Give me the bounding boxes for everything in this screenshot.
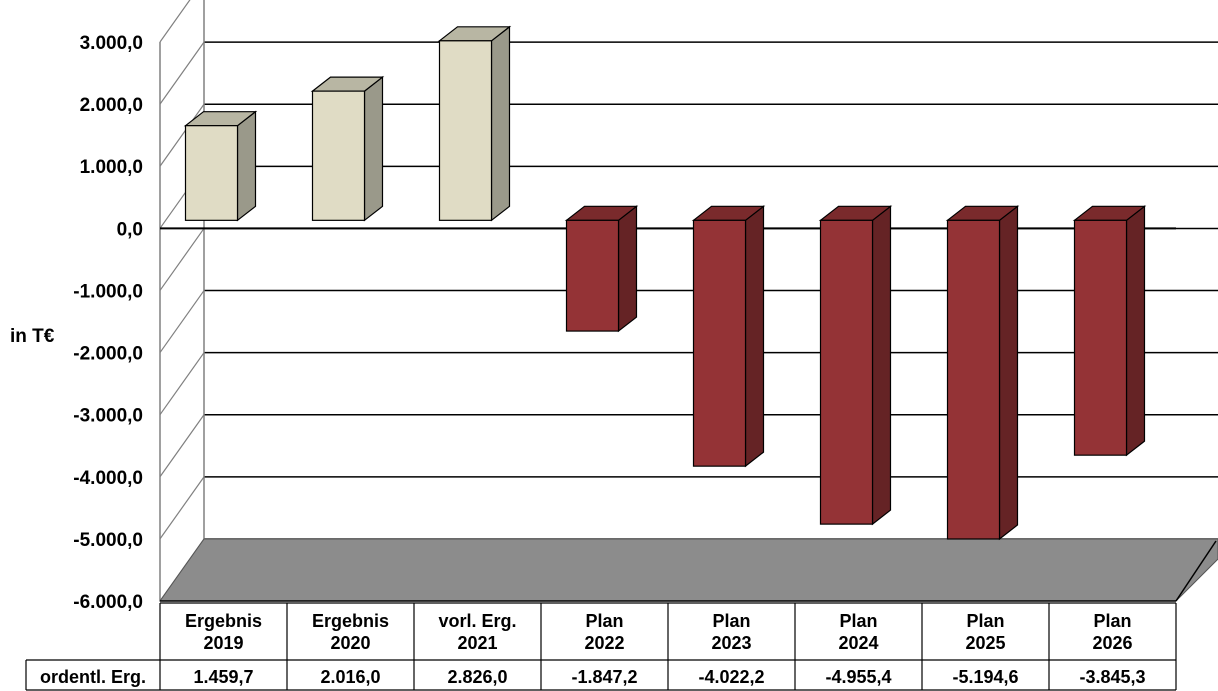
bar-front-3: [565, 219, 620, 332]
bar-5: [818, 205, 893, 526]
bar-1: [310, 75, 385, 222]
category-label-4-1: 2023: [711, 633, 751, 653]
bar-side-5: [871, 205, 892, 526]
y-tick-label-1: 2.000,0: [80, 95, 143, 116]
chart-floor: [159, 538, 1218, 602]
category-label-6-0: Plan: [966, 611, 1004, 631]
bar-side-1: [363, 75, 384, 222]
data-label-7: -3.845,3: [1079, 667, 1145, 687]
category-label-7-0: Plan: [1093, 611, 1131, 631]
data-label-5: -4.955,4: [825, 667, 891, 687]
y-tick-label-5: -2.000,0: [73, 344, 143, 365]
category-label-5-1: 2024: [838, 633, 878, 653]
data-label-2: 2.826,0: [447, 667, 507, 687]
side-gridline-7: [159, 414, 205, 478]
side-gridline-5: [159, 290, 205, 353]
bar-front-1: [311, 90, 366, 221]
bar-front-2: [438, 40, 493, 221]
data-label-1: 2.016,0: [320, 667, 380, 687]
category-label-0-1: 2019: [203, 633, 243, 653]
side-gridline-0: [159, 0, 191, 43]
y-tick-label-7: -4.000,0: [73, 468, 143, 489]
y-tick-label-3: 0,0: [117, 219, 143, 240]
side-gridline-1: [159, 41, 205, 105]
bar-front-0: [184, 125, 239, 221]
data-label-3: -1.847,2: [571, 667, 637, 687]
side-gridline-8: [159, 476, 205, 540]
data-label-4: -4.022,2: [698, 667, 764, 687]
category-label-1-1: 2020: [330, 633, 370, 653]
bar-front-7: [1073, 219, 1128, 456]
floor: [159, 538, 1218, 602]
y-tick-label-4: -1.000,0: [73, 281, 143, 302]
floor-right-edge: [1175, 540, 1217, 602]
bar-side-7: [1125, 205, 1146, 457]
category-label-4-0: Plan: [712, 611, 750, 631]
axes: [159, 0, 1176, 601]
category-label-5-0: Plan: [839, 611, 877, 631]
category-label-6-1: 2025: [965, 633, 1005, 653]
bar-side-2: [490, 25, 511, 222]
bar-4: [691, 205, 766, 468]
bar-2: [437, 25, 512, 222]
side-gridline-6: [159, 352, 205, 416]
bars: [183, 25, 1147, 541]
category-label-3-0: Plan: [585, 611, 623, 631]
bar-front-5: [819, 219, 874, 525]
bar-front-4: [692, 219, 747, 467]
data-table: ordentl. Erg.Ergebnis20191.459,7Ergebnis…: [25, 602, 1177, 691]
category-label-7-1: 2026: [1092, 633, 1132, 653]
y-axis-label: in T€: [10, 326, 55, 347]
bar-6: [945, 205, 1020, 541]
data-label-0: 1.459,7: [193, 667, 253, 687]
bar-3: [564, 205, 639, 333]
series-name-label: ordentl. Erg.: [40, 667, 146, 687]
side-gridline-4: [159, 228, 205, 291]
y-tick-label-8: -5.000,0: [73, 530, 143, 551]
bar-side-0: [236, 110, 257, 222]
category-label-3-1: 2022: [584, 633, 624, 653]
bar-front-6: [946, 219, 1001, 540]
data-label-6: -5.194,6: [952, 667, 1018, 687]
category-label-2-1: 2021: [457, 633, 497, 653]
y-tick-label-6: -3.000,0: [73, 406, 143, 427]
y-tick-label-9: -6.000,0: [73, 592, 143, 613]
y-tick-label-2: 1.000,0: [80, 157, 143, 178]
bar-side-4: [744, 205, 765, 468]
side-gridline-2: [159, 103, 205, 167]
bar-0: [183, 110, 258, 222]
category-label-2-0: vorl. Erg.: [438, 611, 516, 631]
y-tick-label-0: 3.000,0: [80, 33, 143, 54]
category-label-1-0: Ergebnis: [312, 611, 389, 631]
bar-side-6: [998, 205, 1019, 541]
y-tick-labels: 3.000,0 2.000,0 1.000,0 0,0 -1.000,0 -2.000,0…: [73, 33, 143, 613]
bar-7: [1072, 205, 1147, 457]
category-label-0-0: Ergebnis: [185, 611, 262, 631]
bar-side-3: [617, 205, 638, 333]
